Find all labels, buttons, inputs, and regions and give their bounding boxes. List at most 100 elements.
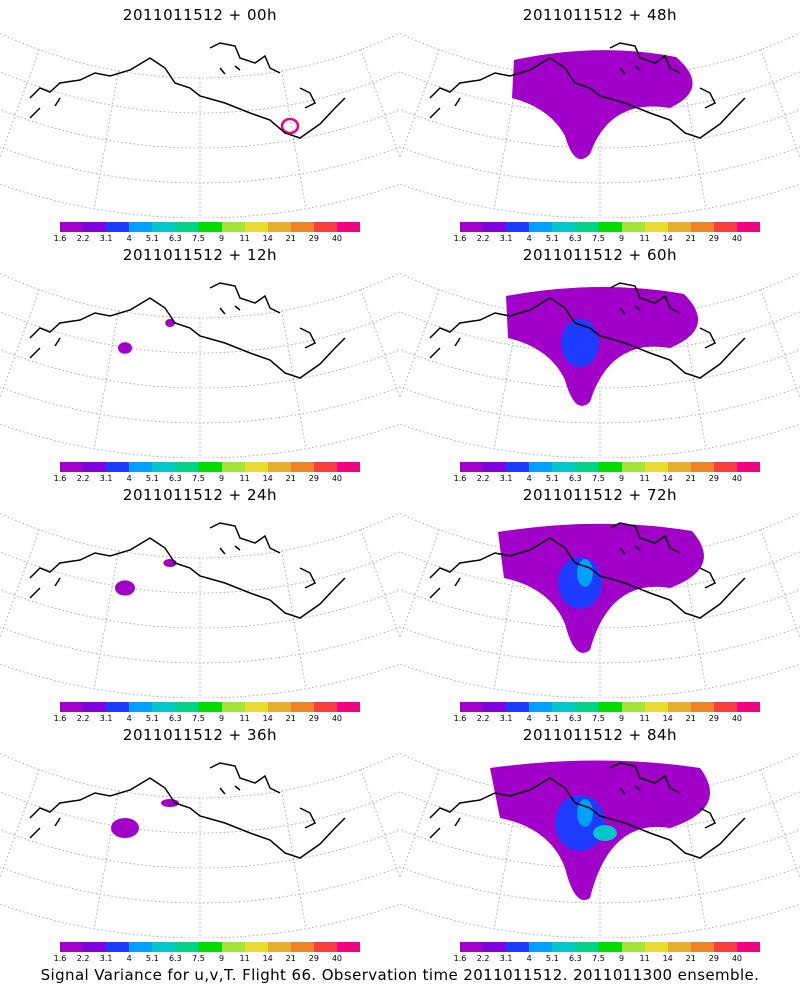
colorbar-tick-label: 3.1: [99, 234, 113, 243]
panel-title: 2011011512 + 72h: [522, 486, 678, 504]
colorbar-tick-label: 4: [526, 234, 532, 243]
colorbar-tick-label: 1.6: [53, 954, 67, 963]
colorbar-swatch: [336, 942, 361, 952]
colorbar-swatch: [621, 702, 645, 712]
meridian-gridline: [493, 550, 519, 689]
colorbar-tick-label: 9: [618, 954, 625, 963]
colorbar-tick-label: 4: [126, 474, 132, 483]
forecast-panel: 2011011512 + 72h 1.6 2.2 3.1 4 5.1 6.3 7.5 9 11 14…: [294, 480, 800, 723]
colorbar-swatch: [621, 942, 645, 952]
colorbar-tick-label: 1.6: [53, 714, 67, 723]
colorbar-tick-label: 6.3: [169, 954, 182, 963]
colorbar-tick-label: 2.2: [76, 234, 90, 243]
latitude-gridline: [294, 615, 800, 699]
forecast-panel: 2011011512 + 48h 1.6 2.2 3.1 4 5.1 6.3 7.5 9 11 14…: [294, 0, 800, 243]
colorbar-swatch: [198, 702, 222, 712]
polar-map: [0, 14, 506, 219]
colorbar-tick-label: 9: [218, 234, 225, 243]
colorbar-tick-label: 7.5: [592, 234, 605, 243]
colorbar-tick-label: 21: [285, 954, 296, 963]
colorbar-tick-label: 1.6: [453, 954, 467, 963]
colorbar-swatch: [529, 462, 553, 472]
colorbar-swatch: [60, 702, 84, 712]
colorbar-swatch: [460, 702, 484, 712]
coastline: [429, 282, 746, 379]
colorbar-tick-label: 11: [639, 474, 650, 483]
latitude-gridline: [294, 135, 800, 219]
colorbar-swatch: [483, 942, 507, 952]
colorbar-swatch: [644, 702, 668, 712]
meridian-gridline: [281, 310, 307, 449]
colorbar-tick-label: 11: [639, 714, 650, 723]
latitude-gridline: [0, 284, 453, 354]
colorbar-swatch: [506, 462, 530, 472]
colorbar-swatch: [552, 702, 576, 712]
colorbar-swatch: [106, 702, 130, 712]
colorbar-swatch: [336, 702, 361, 712]
forecast-panel: 2011011512 + 12h 1.6 2.2 3.1 4 5.1 6.3 7.5 9 11 14…: [0, 240, 506, 483]
meridian-gridline: [493, 310, 519, 449]
colorbar-ticks: 1.6 2.2 3.1 4 5.1 6.3 7.5 9 11 14 21 29 40: [454, 714, 760, 724]
colorbar-tick-label: 14: [662, 474, 673, 483]
meridian-gridline: [281, 70, 307, 209]
colorbar-tick-label: 40: [331, 954, 343, 963]
colorbar-tick-label: 4: [526, 954, 532, 963]
colorbar-swatch: [598, 462, 622, 472]
colorbar-tick-label: 4: [126, 714, 132, 723]
colorbar-tick-label: 6.3: [569, 474, 582, 483]
colorbar-swatch: [644, 942, 668, 952]
colorbar-tick-label: 21: [685, 234, 696, 243]
colorbar-swatch: [152, 222, 176, 232]
colorbar-swatch: [336, 222, 361, 232]
colorbar-tick-label: 29: [708, 234, 719, 243]
coastline: [429, 522, 746, 619]
latitude-gridline: [0, 375, 506, 459]
colorbar-swatch: [83, 222, 107, 232]
meridian-gridline: [93, 550, 119, 689]
meridian-gridline: [93, 790, 119, 929]
colorbar-swatch: [644, 222, 668, 232]
meridian-gridline: [681, 70, 707, 209]
colorbar-swatch: [667, 462, 691, 472]
colorbar-swatch: [690, 942, 714, 952]
forecast-panel: 2011011512 + 24h 1.6 2.2 3.1 4 5.1 6.3 7.5 9 11 14…: [0, 480, 506, 723]
colorbar-swatch: [336, 462, 361, 472]
colorbar-tick-label: 1.6: [453, 474, 467, 483]
colorbar-tick-label: 29: [708, 474, 719, 483]
colorbar-tick-label: 4: [126, 234, 132, 243]
colorbar-swatch: [175, 942, 199, 952]
colorbar-swatch: [575, 462, 599, 472]
meridian-gridline: [493, 790, 519, 929]
colorbar: [460, 462, 761, 472]
polar-map: [294, 494, 800, 699]
colorbar-tick-label: 9: [618, 714, 625, 723]
colorbar-swatch: [460, 942, 484, 952]
meridian-gridline: [681, 310, 707, 449]
colorbar-swatch: [313, 702, 337, 712]
colorbar-tick-label: 7.5: [592, 714, 605, 723]
variance-field: [498, 523, 704, 653]
colorbar-ticks: 1.6 2.2 3.1 4 5.1 6.3 7.5 9 11 14 21 29 40: [454, 474, 760, 484]
colorbar-tick-label: 11: [639, 954, 650, 963]
latitude-gridline: [0, 524, 453, 594]
colorbar-tick-label: 5.1: [545, 954, 559, 963]
meridian-gridline: [390, 529, 440, 662]
colorbar-swatch: [83, 702, 107, 712]
colorbar: [460, 702, 761, 712]
colorbar-ticks: 1.6 2.2 3.1 4 5.1 6.3 7.5 9 11 14 21 29 40: [54, 474, 360, 484]
meridian-gridline: [93, 70, 119, 209]
meridian-gridline: [760, 49, 800, 159]
colorbar-swatch: [152, 462, 176, 472]
colorbar-swatch: [529, 942, 553, 952]
variance-field: [118, 319, 175, 354]
colorbar-tick-label: 6.3: [169, 474, 182, 483]
colorbar-swatch: [221, 462, 245, 472]
colorbar-swatch: [713, 462, 737, 472]
meridian-gridline: [681, 790, 707, 929]
map-area: [0, 494, 506, 702]
colorbar-tick-label: 2.2: [476, 474, 490, 483]
colorbar-swatch: [506, 942, 530, 952]
variance-field: [280, 117, 300, 135]
colorbar-swatch: [690, 462, 714, 472]
meridian-gridline: [93, 310, 119, 449]
